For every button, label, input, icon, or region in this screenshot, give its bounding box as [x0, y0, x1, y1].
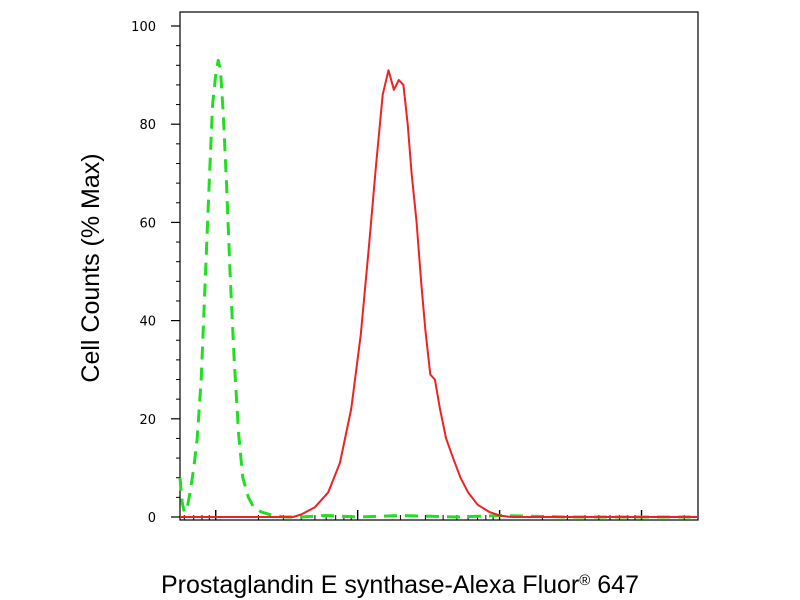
- y-tick-label: 0: [148, 511, 156, 526]
- x-axis-title-suffix: 647: [590, 571, 639, 599]
- y-tick-label: 60: [139, 216, 156, 231]
- series-line-solid-red: [180, 69, 698, 518]
- y-tick-label: 40: [139, 315, 156, 330]
- y-axis: 0 20 40 60 80 100: [131, 20, 180, 526]
- y-tick-label: 80: [139, 118, 156, 133]
- series-line-dashed-green: [178, 58, 698, 519]
- plot-border: [179, 11, 699, 521]
- series-layer: [178, 58, 698, 519]
- x-axis-title-main: Prostaglandin E synthase-Alexa Fluor: [161, 571, 579, 599]
- x-axis-title: Prostaglandin E synthase-Alexa Fluor® 64…: [161, 571, 639, 599]
- x-axis-title-registered-mark: ®: [579, 572, 590, 589]
- y-tick-label: 20: [139, 413, 156, 428]
- y-tick-label: 100: [131, 20, 156, 35]
- plot-frame: [179, 11, 699, 521]
- y-axis-title: Cell Counts (% Max): [77, 153, 105, 382]
